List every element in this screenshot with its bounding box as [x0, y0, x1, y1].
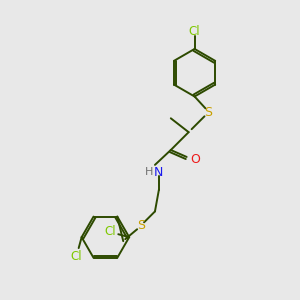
Text: S: S — [137, 219, 145, 232]
Text: N: N — [154, 166, 164, 179]
Text: Cl: Cl — [105, 225, 116, 238]
Text: H: H — [145, 167, 153, 177]
Text: Cl: Cl — [189, 25, 200, 38]
Text: O: O — [190, 153, 200, 167]
Text: S: S — [205, 106, 212, 119]
Text: Cl: Cl — [70, 250, 82, 263]
